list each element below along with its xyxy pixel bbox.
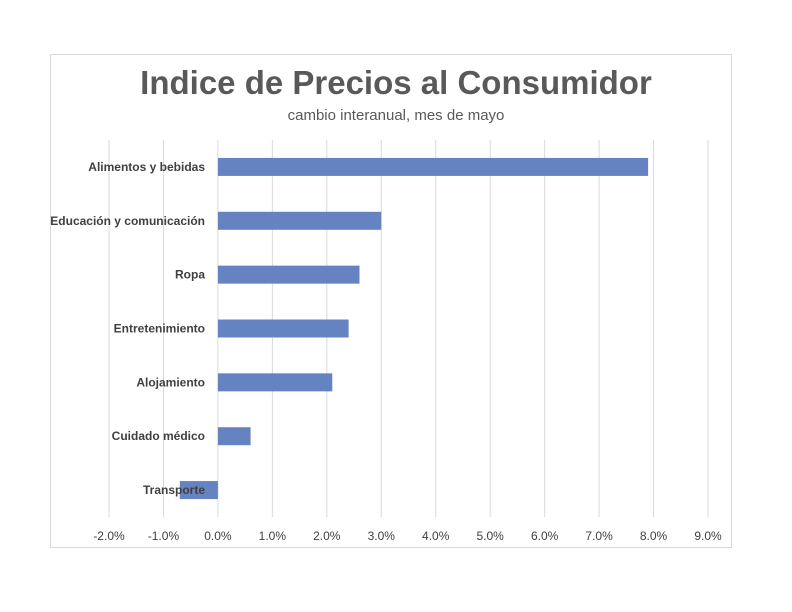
x-tick-label: -1.0% [148,529,180,543]
category-axis: Alimentos y bebidas Educación y comunicac… [50,160,205,497]
x-tick-label: 5.0% [477,529,505,543]
bar [179,481,218,500]
x-tick-label: 7.0% [585,529,613,543]
x-tick-label: 9.0% [694,529,722,543]
category-label: Alojamiento [136,375,205,389]
x-tick-label: 4.0% [422,529,450,543]
bar [217,211,382,230]
category-label: Transporte [143,483,205,497]
category-label: Educación y comunicación [50,214,205,228]
x-tick-label: 6.0% [531,529,559,543]
x-tick-label: 1.0% [259,529,287,543]
x-tick-label: 8.0% [640,529,668,543]
chart-subtitle: cambio interanual, mes de mayo [287,107,505,124]
category-label: Cuidado médico [112,429,205,443]
bar [217,265,360,284]
category-label: Entretenimiento [114,322,205,336]
x-tick-label: 3.0% [368,529,396,543]
value-axis: -2.0% -1.0% 0.0% 1.0% 2.0% 3.0% 4.0% 5.0% 6.0% 7.… [93,529,722,543]
x-tick-label: 2.0% [313,529,341,543]
category-label: Ropa [175,268,205,282]
category-label: Alimentos y bebidas [88,160,205,174]
bar [217,373,333,392]
bars [179,157,649,500]
bar [217,319,349,338]
bar [217,427,251,446]
chart-title: Indice de Precios al Consumidor [140,64,652,101]
x-tick-label: -2.0% [93,529,125,543]
bar [217,157,649,176]
x-tick-label: 0.0% [204,529,232,543]
